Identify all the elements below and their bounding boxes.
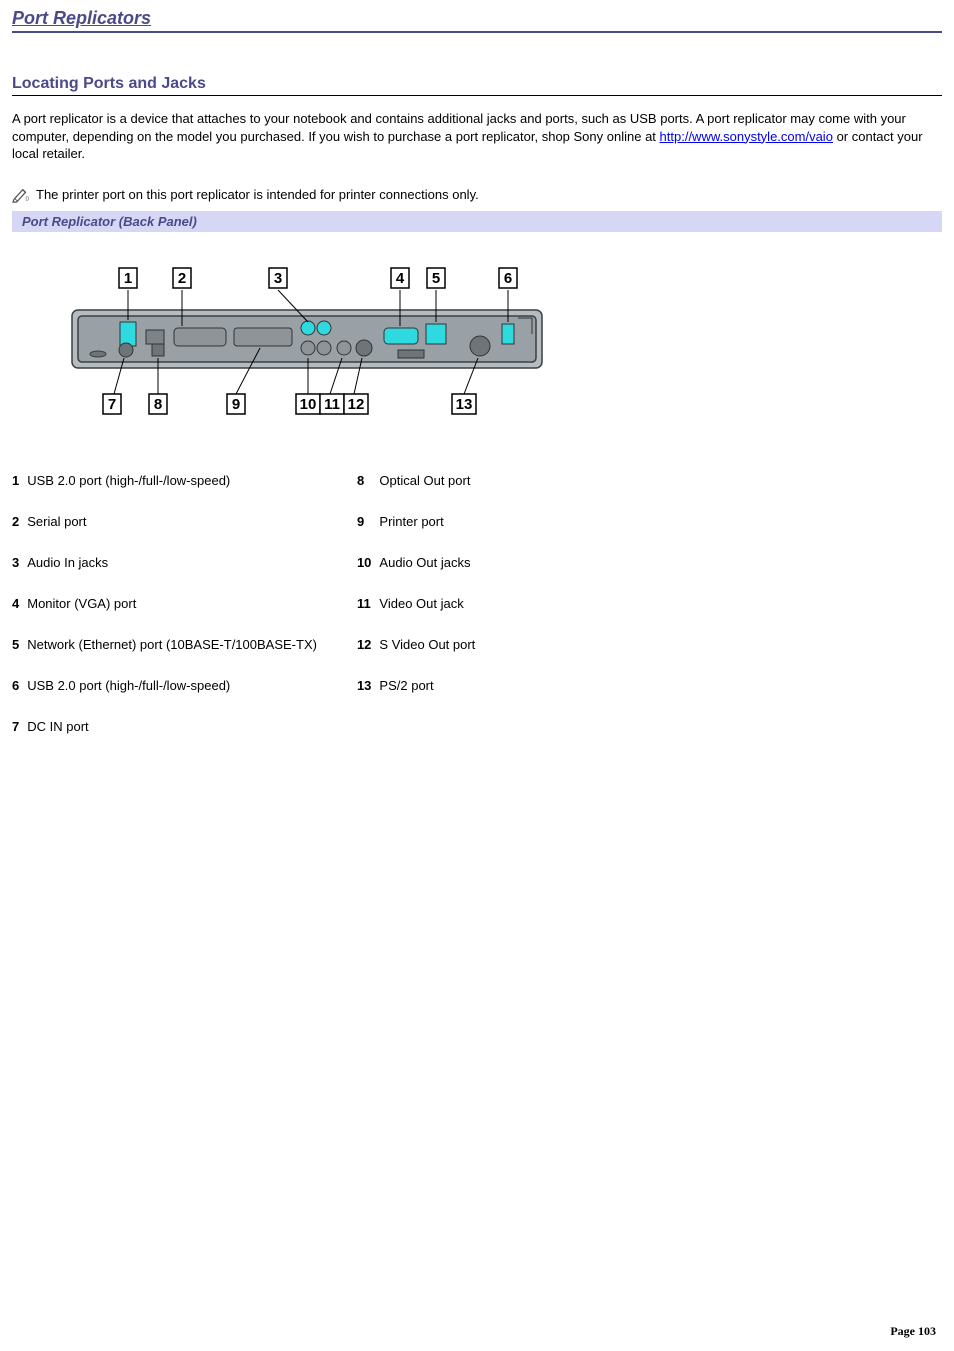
port-label: DC IN port [27, 706, 357, 747]
port-num: 1 [12, 460, 27, 501]
port-label: Printer port [379, 501, 483, 542]
port-label: S Video Out port [379, 624, 483, 665]
port-num: 11 [357, 583, 379, 624]
svg-text:8: 8 [154, 396, 162, 413]
note-row: D The printer port on this port replicat… [12, 187, 942, 203]
port-num: 3 [12, 542, 27, 583]
section-body: A port replicator is a device that attac… [12, 110, 942, 163]
port-replicator-diagram: 12345678910111213 [12, 250, 942, 430]
port-num: 10 [357, 542, 379, 583]
port-num: 5 [12, 624, 27, 665]
port-label: Audio Out jacks [379, 542, 483, 583]
svg-text:5: 5 [432, 270, 440, 287]
port-label: Audio In jacks [27, 542, 357, 583]
page-number: Page 103 [890, 1324, 936, 1339]
svg-text:D: D [25, 196, 29, 202]
port-label: Optical Out port [379, 460, 483, 501]
port-num: 6 [12, 665, 27, 706]
port-num: 12 [357, 624, 379, 665]
section-rule [12, 95, 942, 96]
svg-text:7: 7 [108, 396, 116, 413]
port-label: PS/2 port [379, 665, 483, 706]
port-num: 2 [12, 501, 27, 542]
svg-text:12: 12 [348, 396, 365, 413]
page-title: Port Replicators [12, 8, 942, 29]
port-num: 7 [12, 706, 27, 747]
note-text: The printer port on this port replicator… [36, 187, 479, 202]
port-num: 8 [357, 460, 379, 501]
sonystyle-link[interactable]: http://www.sonystyle.com/vaio [660, 129, 833, 144]
port-num: 4 [12, 583, 27, 624]
figure-caption: Port Replicator (Back Panel) [12, 211, 942, 232]
svg-text:9: 9 [232, 396, 240, 413]
svg-text:11: 11 [324, 396, 340, 413]
page-label: Page [890, 1324, 918, 1338]
title-rule [12, 31, 942, 33]
svg-text:2: 2 [178, 270, 186, 287]
pencil-icon: D [12, 187, 30, 203]
port-num: 13 [357, 665, 379, 706]
svg-text:13: 13 [456, 396, 473, 413]
port-num: 9 [357, 501, 379, 542]
port-label: Monitor (VGA) port [27, 583, 357, 624]
section-title: Locating Ports and Jacks [12, 75, 942, 93]
svg-text:10: 10 [300, 396, 317, 413]
svg-text:1: 1 [124, 270, 132, 287]
svg-text:3: 3 [274, 270, 282, 287]
svg-text:6: 6 [504, 270, 512, 287]
port-label: USB 2.0 port (high-/full-/low-speed) [27, 460, 357, 501]
port-label: Serial port [27, 501, 357, 542]
ports-table: 1USB 2.0 port (high-/full-/low-speed)8Op… [12, 460, 483, 747]
port-label: Video Out jack [379, 583, 483, 624]
page-number-value: 103 [918, 1324, 936, 1338]
port-label: USB 2.0 port (high-/full-/low-speed) [27, 665, 357, 706]
port-label: Network (Ethernet) port (10BASE-T/100BAS… [27, 624, 357, 665]
svg-text:4: 4 [396, 270, 405, 287]
